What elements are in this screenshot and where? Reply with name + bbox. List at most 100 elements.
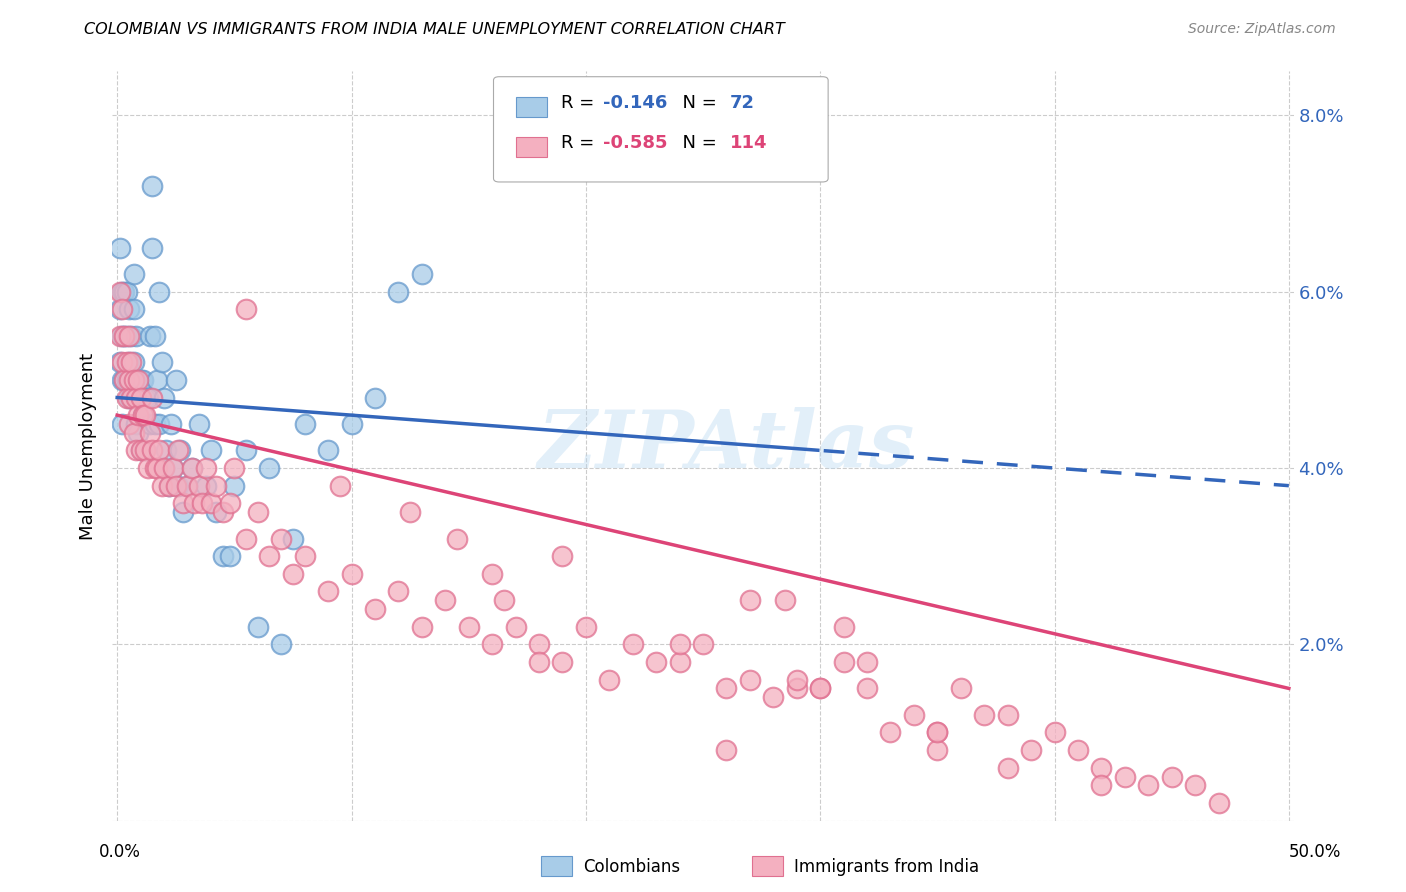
Point [122,373,145,387]
Point [111,285,134,299]
Point [176,478,198,492]
Point [270,637,292,651]
Point [153,461,176,475]
Point [856,655,879,669]
Point [167,443,190,458]
Point [281,532,304,546]
Point [235,532,257,546]
Point [316,443,339,458]
Point [108,241,131,255]
Point [111,328,134,343]
Point [153,391,176,405]
Text: N =: N = [671,94,723,112]
Point [387,584,409,599]
Point [738,593,761,607]
Point [169,443,191,458]
Point [949,681,972,696]
Point [364,602,387,616]
Point [832,620,855,634]
Point [188,417,211,431]
Point [108,302,131,317]
Point [176,478,198,492]
Point [148,443,170,458]
Text: -0.585: -0.585 [603,134,668,152]
Point [155,443,177,458]
Point [165,373,187,387]
Point [115,355,138,369]
Point [172,505,194,519]
Point [294,549,316,564]
Point [148,417,170,431]
Point [1160,770,1182,784]
Point [527,637,550,651]
Point [773,593,796,607]
Point [141,443,163,458]
Y-axis label: Male Unemployment: Male Unemployment [79,352,97,540]
Point [457,620,479,634]
Point [115,373,138,387]
Point [111,417,134,431]
Point [218,549,240,564]
Point [134,408,156,422]
Point [112,328,135,343]
Point [125,328,148,343]
Point [903,707,925,722]
Point [340,417,363,431]
Point [115,285,138,299]
Point [112,328,135,343]
Point [172,496,194,510]
Point [224,478,246,492]
Point [446,532,468,546]
Text: 72: 72 [730,94,755,112]
Point [738,673,761,687]
Point [181,461,204,475]
Point [973,707,995,722]
Point [129,443,152,458]
Point [127,373,149,387]
Point [316,584,339,599]
Point [143,328,166,343]
Point [387,285,409,299]
Point [122,355,145,369]
Point [364,391,387,405]
Point [1067,743,1090,757]
Point [132,373,155,387]
Point [1090,761,1112,775]
Point [808,681,831,696]
Point [108,328,131,343]
Point [136,461,159,475]
Point [1019,743,1042,757]
Point [188,478,211,492]
Point [411,620,433,634]
Text: ZIPAtlas: ZIPAtlas [538,408,915,484]
Point [139,417,162,431]
Point [246,505,269,519]
Point [190,496,212,510]
Point [112,373,135,387]
Point [1208,796,1230,810]
Point [856,681,879,696]
Point [621,637,644,651]
Point [879,725,901,739]
Point [111,355,134,369]
Point [200,496,222,510]
Point [808,681,831,696]
Point [235,443,257,458]
Point [108,285,131,299]
Point [127,373,149,387]
Point [598,673,620,687]
Point [165,478,187,492]
Point [111,302,134,317]
Point [118,355,141,369]
Point [125,417,148,431]
Point [143,461,166,475]
Point [146,461,169,475]
Point [329,478,352,492]
Point [1090,778,1112,792]
Point [551,655,574,669]
Point [132,408,155,422]
Point [162,461,184,475]
Point [575,620,598,634]
Point [200,443,222,458]
Point [505,620,527,634]
